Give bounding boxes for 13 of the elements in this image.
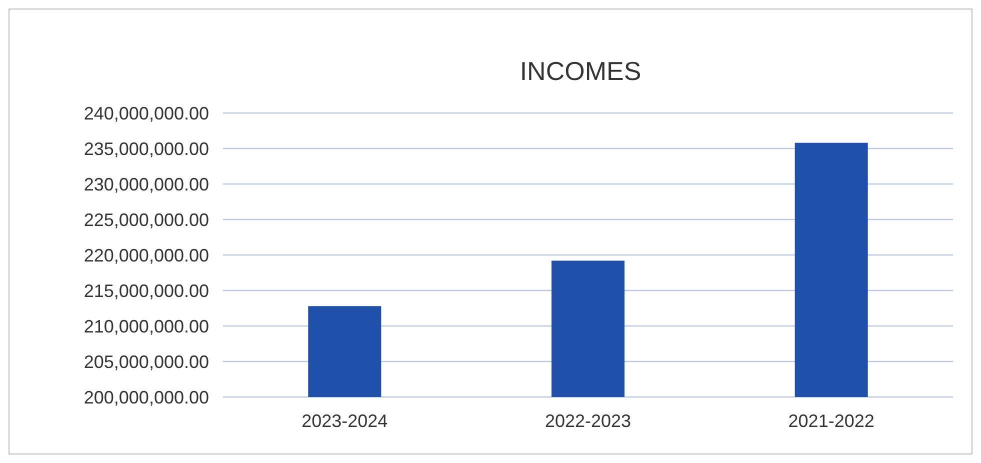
y-tick-label: 235,000,000.00 (84, 138, 209, 159)
y-tick-label: 210,000,000.00 (84, 316, 209, 336)
y-tick-label: 200,000,000.00 (84, 387, 209, 408)
y-tick-label: 220,000,000.00 (84, 245, 209, 266)
x-tick-label: 2023-2024 (302, 411, 388, 431)
x-tick-label: 2021-2022 (788, 411, 874, 431)
y-tick-label: 225,000,000.00 (84, 210, 209, 230)
x-tick-label: 2022-2023 (544, 411, 632, 431)
chart-title: INCOMES (520, 56, 642, 86)
y-tick-label: 215,000,000.00 (84, 280, 209, 301)
y-tick-label: 230,000,000.00 (84, 174, 209, 194)
y-tick-label: 240,000,000.00 (84, 103, 209, 124)
y-tick-label: 205,000,000.00 (84, 352, 209, 372)
